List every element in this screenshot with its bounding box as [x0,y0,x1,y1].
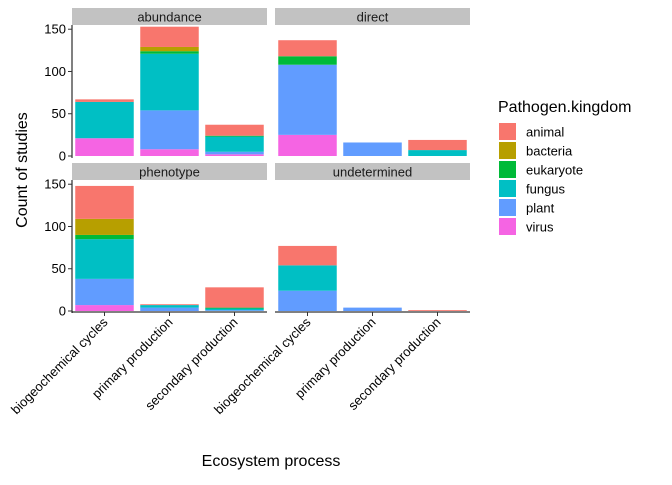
bar-segment-bacteria [75,218,134,235]
legend-swatch [499,142,516,159]
facet-panel-direct: direct [275,8,470,156]
bar-segment-plant [278,64,337,135]
legend-item-fungus: fungus [499,180,566,197]
legend-label: fungus [526,182,566,197]
bar-segment-fungus [408,150,467,156]
facet-strip-phenotype [72,163,267,180]
facet-strip-undetermined [275,163,470,180]
bar-segment-fungus [75,239,134,279]
bar-segment-eukaryote [140,51,199,54]
bar-segment-animal [408,310,467,311]
y-axis-title: Count of studies [14,112,31,228]
facet-strip-label: phenotype [139,165,200,180]
y-tick-label: 0 [59,304,66,319]
bar-segment-plant [278,290,337,311]
legend-label: bacteria [526,144,573,159]
legend-item-virus: virus [499,218,554,235]
bar-segment-animal [140,304,199,306]
facet-strip-abundance [72,8,267,25]
y-tick-label: 50 [52,261,66,276]
y-tick-label: 100 [44,64,66,79]
y-tick-label: 150 [44,22,66,37]
y-tick-label: 50 [52,106,66,121]
bar-segment-animal [278,245,337,266]
legend-item-bacteria: bacteria [499,142,573,159]
bar-segment-plant [140,110,199,150]
facet-strip-label: direct [357,10,389,25]
legend-item-animal: animal [499,123,564,140]
legend-swatch [499,199,516,216]
legend-item-eukaryote: eukaryote [499,161,583,178]
legend-title: Pathogen.kingdom [498,99,631,116]
bar-segment-animal [205,287,264,308]
facet-strip-direct [275,8,470,25]
bar-segment-eukaryote [278,56,337,65]
bar-segment-eukaryote [75,234,134,240]
bar-segment-virus [140,149,199,156]
bar-segment-fungus [205,136,264,152]
bar-segment-virus [205,154,264,156]
bar-segment-fungus [75,101,134,139]
bar-segment-fungus [140,53,199,111]
bar-segment-plant [343,142,402,156]
legend-swatch [499,180,516,197]
bar-segment-bacteria [140,46,199,52]
bar-segment-fungus [140,305,199,308]
bar-segment-plant [205,151,264,155]
bar-segment-fungus [205,308,264,311]
y-tick-label: 150 [44,177,66,192]
legend: Pathogen.kingdom animal bacteria eukaryote f… [498,99,631,235]
legend-label: plant [526,201,555,216]
legend-label: virus [526,220,554,235]
legend-label: animal [526,125,564,140]
bar-segment-virus [75,138,134,156]
bar-segment-animal [75,185,134,219]
legend-swatch [499,218,516,235]
bar-segment-plant [343,307,402,311]
bar-segment-fungus [278,265,337,291]
legend-swatch [499,123,516,140]
bar-segment-plant [140,307,199,311]
bar-segment-virus [75,305,134,311]
y-tick-label: 0 [59,149,66,164]
bar-segment-plant [205,310,264,311]
legend-swatch [499,161,516,178]
bar-segment-eukaryote [205,307,264,309]
legend-item-plant: plant [499,199,555,216]
bar-segment-animal [205,124,264,136]
bar-segment-plant [75,278,134,306]
bar-segment-animal [278,40,337,57]
bar-segment-animal [140,26,199,47]
bar-segment-eukaryote [205,135,264,137]
bar-segment-virus [278,134,337,156]
bar-segment-animal [75,99,134,102]
bar-segment-animal [408,139,467,151]
facet-strip-label: undetermined [333,165,413,180]
x-axis-title: Ecosystem process [202,453,341,470]
y-tick-label: 100 [44,219,66,234]
facet-panel-abundance: abundance 0 50 100 150 [44,8,267,164]
facet-strip-label: abundance [137,10,201,25]
legend-label: eukaryote [526,163,583,178]
